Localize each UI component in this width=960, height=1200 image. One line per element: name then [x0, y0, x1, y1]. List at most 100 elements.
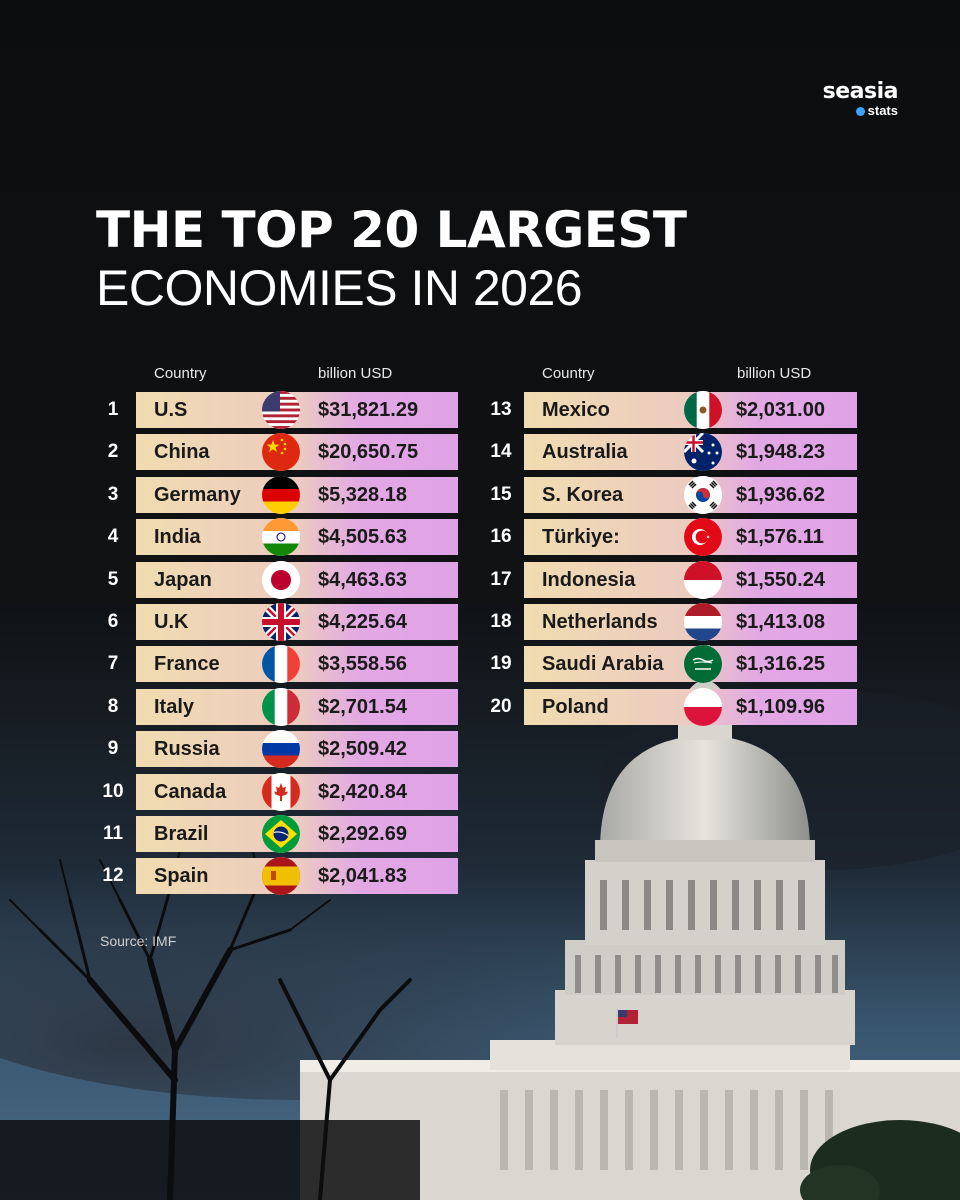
gdp-value: $1,316.25: [736, 653, 825, 676]
gdp-value: $31,821.29: [318, 399, 419, 421]
rank-label: 6: [107, 610, 119, 632]
table-row-germany: 3 Germany $5,328.18: [96, 475, 468, 514]
saudi-arabia-flag-icon: [684, 645, 722, 684]
country-name: Poland: [542, 695, 609, 718]
rank-label: 12: [102, 865, 124, 887]
rank-label: 14: [490, 441, 512, 463]
germany-flag-icon: [262, 475, 300, 514]
row-bar: China $20,650.75: [136, 433, 458, 472]
country-name: Mexico: [542, 399, 610, 421]
country-name: China: [154, 441, 210, 464]
row-bar: U.S $31,821.29: [136, 391, 458, 429]
country-name: Germany: [154, 483, 241, 506]
title-line-2: ECONOMIES IN 2026: [96, 260, 583, 316]
row-bar: Germany $5,328.18: [136, 475, 458, 514]
table-row-australia: 14 Australia $1,948.23: [484, 433, 857, 472]
gdp-value: $1,936.62: [736, 483, 825, 506]
brand-logo: seasia stats: [822, 79, 899, 118]
france-flag-icon: [262, 645, 300, 684]
country-name: Japan: [154, 568, 212, 591]
gdp-value: $20,650.75: [318, 441, 419, 464]
row-bar: Spain $2,041.83: [136, 857, 458, 896]
row-bar: Russia $2,509.42: [136, 730, 458, 769]
country-name: Indonesia: [542, 568, 636, 591]
row-bar: France $3,558.56: [136, 645, 458, 684]
rank-label: 19: [490, 653, 512, 675]
column-header-country-left: Country: [154, 365, 207, 382]
gdp-value: $2,701.54: [318, 695, 407, 718]
country-name: Canada: [154, 780, 227, 803]
table-row-japan: 5 Japan $4,463.63: [96, 560, 468, 599]
table-row-india: 4 India $4,505.63: [96, 518, 468, 557]
ranking-table-right: 13 Mexico $2,031.00 14 Australia $1,948.23 15 S…: [484, 391, 857, 731]
australia-flag-icon: [684, 433, 722, 472]
netherlands-flag-icon: [684, 602, 722, 641]
rank-label: 4: [107, 526, 119, 548]
rank-label: 16: [490, 526, 512, 548]
gdp-value: $4,225.64: [318, 610, 407, 633]
gdp-value: $2,509.42: [318, 738, 407, 761]
title-line-1: THE TOP 20 LARGEST: [96, 201, 687, 259]
brand-sub-text: stats: [867, 103, 898, 118]
rank-label: 15: [490, 483, 512, 505]
row-bar: Mexico $2,031.00: [524, 391, 857, 429]
russia-flag-icon: [262, 730, 300, 769]
table-row-mexico: 13 Mexico $2,031.00: [484, 391, 857, 429]
row-bar: U.K $4,225.64: [136, 602, 458, 641]
source-note: Source: IMF: [100, 933, 177, 949]
mexico-flag-icon: [684, 391, 722, 429]
india-flag-icon: [262, 518, 300, 557]
country-name: Türkiye:: [542, 526, 620, 549]
gdp-value: $2,041.83: [318, 865, 407, 888]
country-name: Netherlands: [542, 610, 658, 633]
rank-label: 11: [102, 822, 124, 844]
rank-label: 13: [490, 399, 512, 420]
row-bar: Indonesia $1,550.24: [524, 560, 857, 599]
country-name: Russia: [154, 738, 220, 761]
brand-name: seasia: [822, 79, 899, 104]
rank-label: 5: [107, 568, 119, 590]
row-bar: Saudi Arabia $1,316.25: [524, 645, 857, 684]
rank-label: 8: [107, 695, 119, 717]
country-name: U.K: [154, 610, 189, 633]
table-row-indonesia: 17 Indonesia $1,550.24: [484, 560, 857, 599]
table-row-poland: 20 Poland $1,109.96: [484, 687, 857, 726]
table-row-u-k: 6 U.K $4,225.64: [96, 602, 468, 641]
country-name: Spain: [154, 865, 209, 888]
gdp-value: $1,550.24: [736, 568, 825, 591]
rank-label: 7: [107, 653, 119, 675]
brand-dot-icon: [855, 106, 865, 116]
rank-label: 1: [107, 399, 119, 420]
gdp-value: $1,576.11: [736, 526, 824, 549]
indonesia-flag-icon: [684, 560, 722, 599]
table-row-russia: 9 Russia $2,509.42: [96, 730, 468, 769]
country-name: S. Korea: [542, 483, 624, 506]
japan-flag-icon: [262, 560, 300, 599]
row-bar: S. Korea $1,936.62: [524, 475, 857, 514]
rank-label: 18: [490, 610, 512, 632]
gdp-value: $2,420.84: [318, 780, 407, 803]
gdp-value: $1,109.96: [736, 695, 825, 718]
country-name: U.S: [154, 399, 188, 421]
row-bar: Türkiye: $1,576.11: [524, 518, 857, 557]
south-korea-flag-icon: [684, 475, 722, 514]
gdp-value: $4,505.63: [318, 526, 407, 549]
table-row-u-s: 1 U.S $31,821.29: [96, 391, 468, 429]
ranking-table-left: 1 U.S $31,821.29 2 China $20,650.75 3 Germany $5…: [96, 391, 468, 901]
rank-label: 2: [107, 441, 119, 463]
rank-label: 3: [107, 483, 119, 505]
country-name: India: [154, 526, 201, 549]
table-row-s-korea: 15 S. Korea $1,936.62: [484, 475, 857, 514]
rank-label: 17: [490, 568, 512, 590]
gdp-value: $2,292.69: [318, 822, 407, 845]
row-bar: Canada $2,420.84: [136, 772, 458, 811]
uk-flag-icon: [262, 602, 300, 641]
poland-flag-icon: [684, 687, 722, 726]
canada-flag-icon: [262, 772, 300, 811]
gdp-value: $2,031.00: [736, 399, 825, 421]
table-row-saudi-arabia: 19 Saudi Arabia $1,316.25: [484, 645, 857, 684]
table-row-brazil: 11 Brazil $2,292.69: [96, 814, 468, 853]
table-row-china: 2 China $20,650.75: [96, 433, 468, 472]
row-bar: Japan $4,463.63: [136, 560, 458, 599]
